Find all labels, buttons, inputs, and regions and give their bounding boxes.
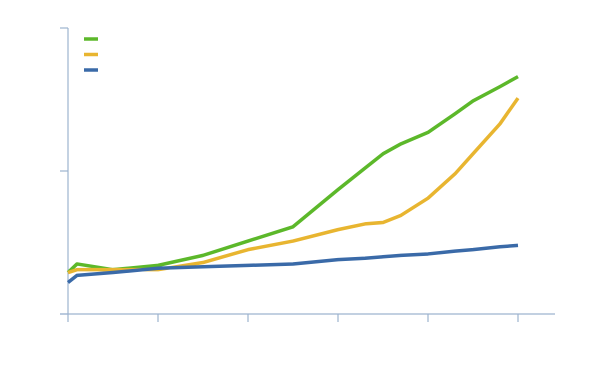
data-line [67,97,520,275]
data-line [66,243,519,284]
data-line [66,75,519,274]
